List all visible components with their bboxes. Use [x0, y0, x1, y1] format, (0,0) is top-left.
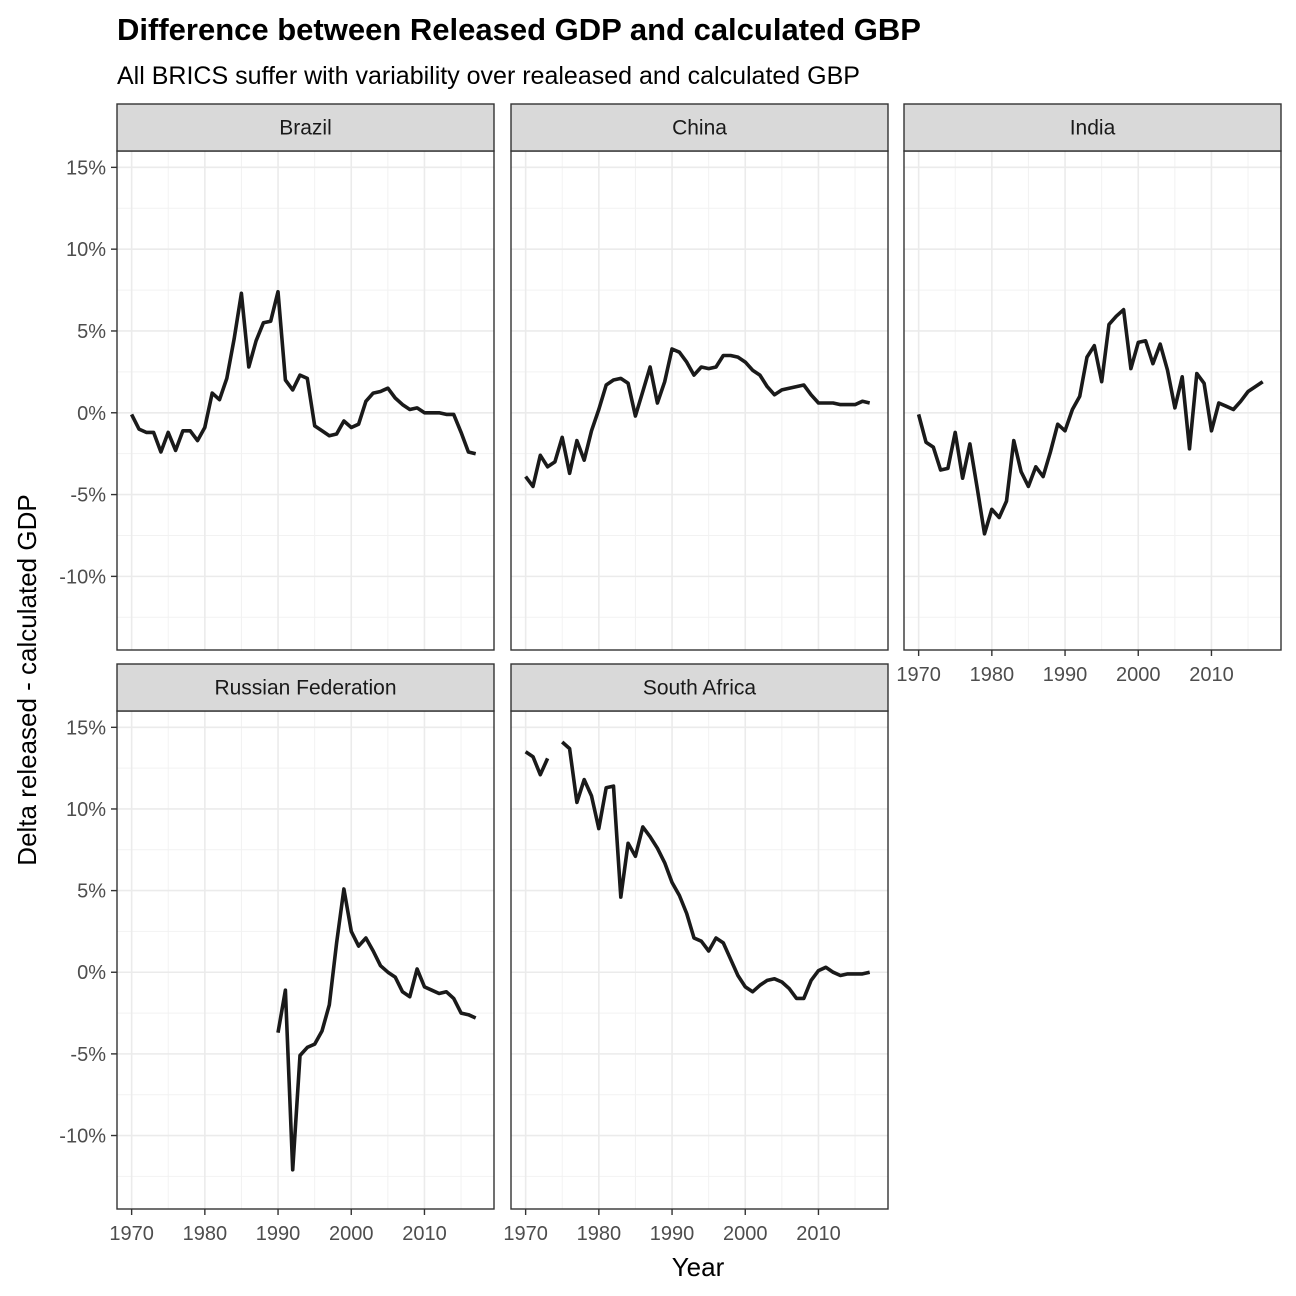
y-tick-label: 0%	[77, 403, 106, 425]
x-tick-label: 2000	[329, 1223, 374, 1245]
panel-background	[117, 151, 494, 650]
y-tick-label: 0%	[77, 962, 106, 984]
x-tick-label: 1990	[256, 1223, 301, 1245]
facet-strip-label: China	[672, 117, 727, 140]
facet-panels: Brazil -10% -5% 0% 5% 10% 15% China India 1970 198…	[59, 103, 1282, 1245]
y-tick-label: 10%	[66, 799, 106, 821]
panel-background	[904, 151, 1281, 650]
panel-background	[117, 711, 494, 1209]
x-tick-label: 1980	[577, 1223, 622, 1245]
facet-strip	[510, 663, 889, 712]
x-tick-label: 1990	[650, 1223, 695, 1245]
y-tick-label: -10%	[59, 566, 106, 588]
x-tick-label: 2010	[402, 1223, 447, 1245]
panel-russian-federation: Russian Federation -10% -5% 0% 5% 10% 15% 1970 1…	[59, 663, 495, 1245]
series-line-south-africa	[561, 740, 871, 1001]
y-tick-label: 5%	[77, 321, 106, 343]
series-line-india	[916, 307, 1264, 536]
chart-subtitle: All BRICS suffer with variability over r…	[117, 62, 860, 90]
facet-strip-label: India	[1070, 117, 1116, 140]
facet-strip	[903, 103, 1282, 152]
y-tick-label: 10%	[66, 239, 106, 261]
facet-strip-label: South Africa	[643, 677, 757, 700]
y-tick-label: 5%	[77, 881, 106, 903]
x-tick-label: 1980	[970, 664, 1015, 686]
y-tick-label: -5%	[70, 485, 106, 507]
panel-south-africa: South Africa 1970 1980 1990 2000 2010	[503, 663, 889, 1245]
panel-brazil: Brazil -10% -5% 0% 5% 10% 15%	[59, 103, 495, 651]
panel-india: India 1970 1980 1990 2000 2010	[896, 103, 1282, 686]
series-line-brazil	[129, 289, 477, 456]
y-tick-label: 15%	[66, 157, 106, 179]
facet-strip	[116, 663, 495, 712]
y-axis-title: Delta released - calculated GDP	[12, 494, 42, 865]
series-line-russian-federation	[276, 887, 477, 1172]
y-tick-label: 15%	[66, 717, 106, 739]
panel-background	[511, 711, 888, 1209]
x-tick-label: 1970	[109, 1223, 154, 1245]
panel-background	[511, 151, 888, 650]
x-tick-label: 2000	[723, 1223, 768, 1245]
facet-strip-label: Brazil	[279, 117, 332, 140]
x-tick-label: 1980	[183, 1223, 228, 1245]
x-tick-label: 2010	[1189, 664, 1234, 686]
y-tick-label: -10%	[59, 1126, 106, 1148]
x-tick-label: 2000	[1116, 664, 1161, 686]
series-line-south-africa	[524, 750, 550, 777]
y-tick-label: -5%	[70, 1044, 106, 1066]
facet-strip	[510, 103, 889, 152]
x-axis-title: Year	[672, 1252, 725, 1282]
facet-strip	[116, 103, 495, 152]
series-line-china	[524, 347, 871, 489]
x-tick-label: 1970	[503, 1223, 548, 1245]
x-tick-label: 1970	[896, 664, 941, 686]
chart-title: Difference between Released GDP and calc…	[117, 12, 921, 47]
x-tick-label: 2010	[796, 1223, 841, 1245]
panel-china: China	[510, 103, 889, 651]
facet-strip-label: Russian Federation	[214, 677, 396, 700]
x-tick-label: 1990	[1043, 664, 1088, 686]
